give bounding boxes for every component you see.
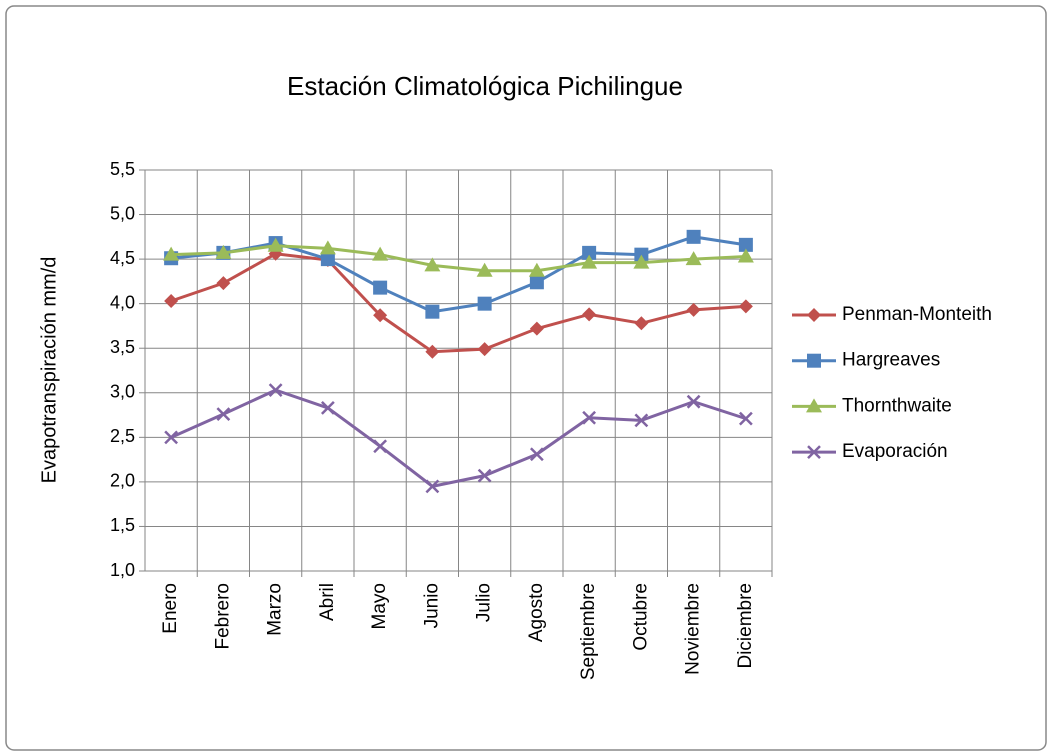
data-point [582, 410, 597, 425]
data-point [582, 245, 597, 260]
y-tick-label: 4,5 [110, 248, 135, 268]
y-axis-label: Evapotranspiración mm/d [38, 257, 60, 484]
legend-label: Thornthwaite [842, 395, 952, 416]
data-point [425, 304, 440, 319]
x-tick-label: Septiembre [578, 583, 599, 680]
data-point [320, 252, 335, 267]
data-point [424, 257, 441, 272]
data-point [686, 394, 701, 409]
legend-label: Penman-Monteith [842, 304, 992, 325]
data-point [634, 316, 649, 331]
x-tick-label: Octubre [630, 583, 651, 651]
series-line [170, 252, 746, 354]
y-tick-label: 3,5 [110, 337, 135, 357]
data-point [634, 247, 649, 262]
data-point [581, 254, 598, 269]
data-point [373, 280, 388, 295]
y-tick-label: 2,5 [110, 426, 135, 446]
data-point [164, 430, 179, 445]
data-point [685, 251, 702, 266]
y-tick-label: 1,0 [110, 560, 135, 580]
data-point [738, 299, 753, 314]
chart-title: Estación Climatológica Pichilingue [287, 71, 683, 101]
x-tick-label: Febrero [212, 583, 233, 650]
x-tick-label: Noviembre [683, 583, 704, 675]
x-tick-label: Mayo [369, 583, 390, 629]
x-tick-label: Enero [160, 583, 181, 634]
legend-marker [807, 308, 821, 322]
data-point [529, 275, 544, 290]
data-point [476, 262, 493, 277]
data-point [216, 276, 231, 291]
legend-marker [807, 445, 821, 459]
x-tick-label: Julio [474, 583, 495, 622]
data-point [267, 237, 284, 252]
data-point [477, 468, 492, 483]
data-point [686, 229, 701, 244]
data-point [425, 479, 440, 494]
data-point [215, 244, 232, 259]
data-point [634, 413, 649, 428]
data-point [738, 411, 753, 426]
y-tick-label: 2,0 [110, 471, 135, 491]
data-point [216, 407, 231, 422]
data-point [737, 248, 754, 263]
chart-border [5, 5, 1047, 751]
data-point [477, 296, 492, 311]
data-point [477, 342, 492, 357]
data-point [425, 344, 440, 359]
data-point [373, 439, 388, 454]
data-point [529, 321, 544, 336]
y-tick-label: 4,0 [110, 292, 135, 312]
x-tick-label: Abril [317, 583, 338, 621]
data-point [164, 293, 179, 308]
data-point [163, 246, 180, 261]
series-line [171, 244, 746, 273]
data-point [633, 254, 650, 269]
data-point [373, 308, 388, 323]
data-point [319, 240, 336, 255]
legend-marker [807, 353, 821, 368]
y-tick-label: 3,0 [110, 382, 135, 402]
data-point [372, 246, 389, 261]
data-point [529, 447, 544, 462]
series-line [170, 388, 747, 488]
series-line [170, 235, 747, 314]
y-tick-label: 5,0 [110, 203, 135, 223]
legend-label: Evaporación [842, 441, 948, 462]
x-tick-label: Marzo [265, 583, 286, 636]
data-point [528, 262, 545, 277]
data-point [320, 401, 335, 415]
data-point [268, 383, 283, 397]
x-tick-label: Diciembre [735, 583, 756, 669]
legend-label: Hargreaves [842, 350, 940, 371]
x-tick-label: Junio [421, 583, 442, 628]
data-point [686, 302, 701, 317]
data-point [738, 237, 753, 252]
y-tick-label: 1,5 [110, 515, 135, 535]
legend-marker [806, 398, 822, 413]
x-tick-label: Agosto [526, 583, 547, 642]
data-point [582, 307, 597, 322]
y-tick-label: 5,5 [110, 159, 135, 179]
